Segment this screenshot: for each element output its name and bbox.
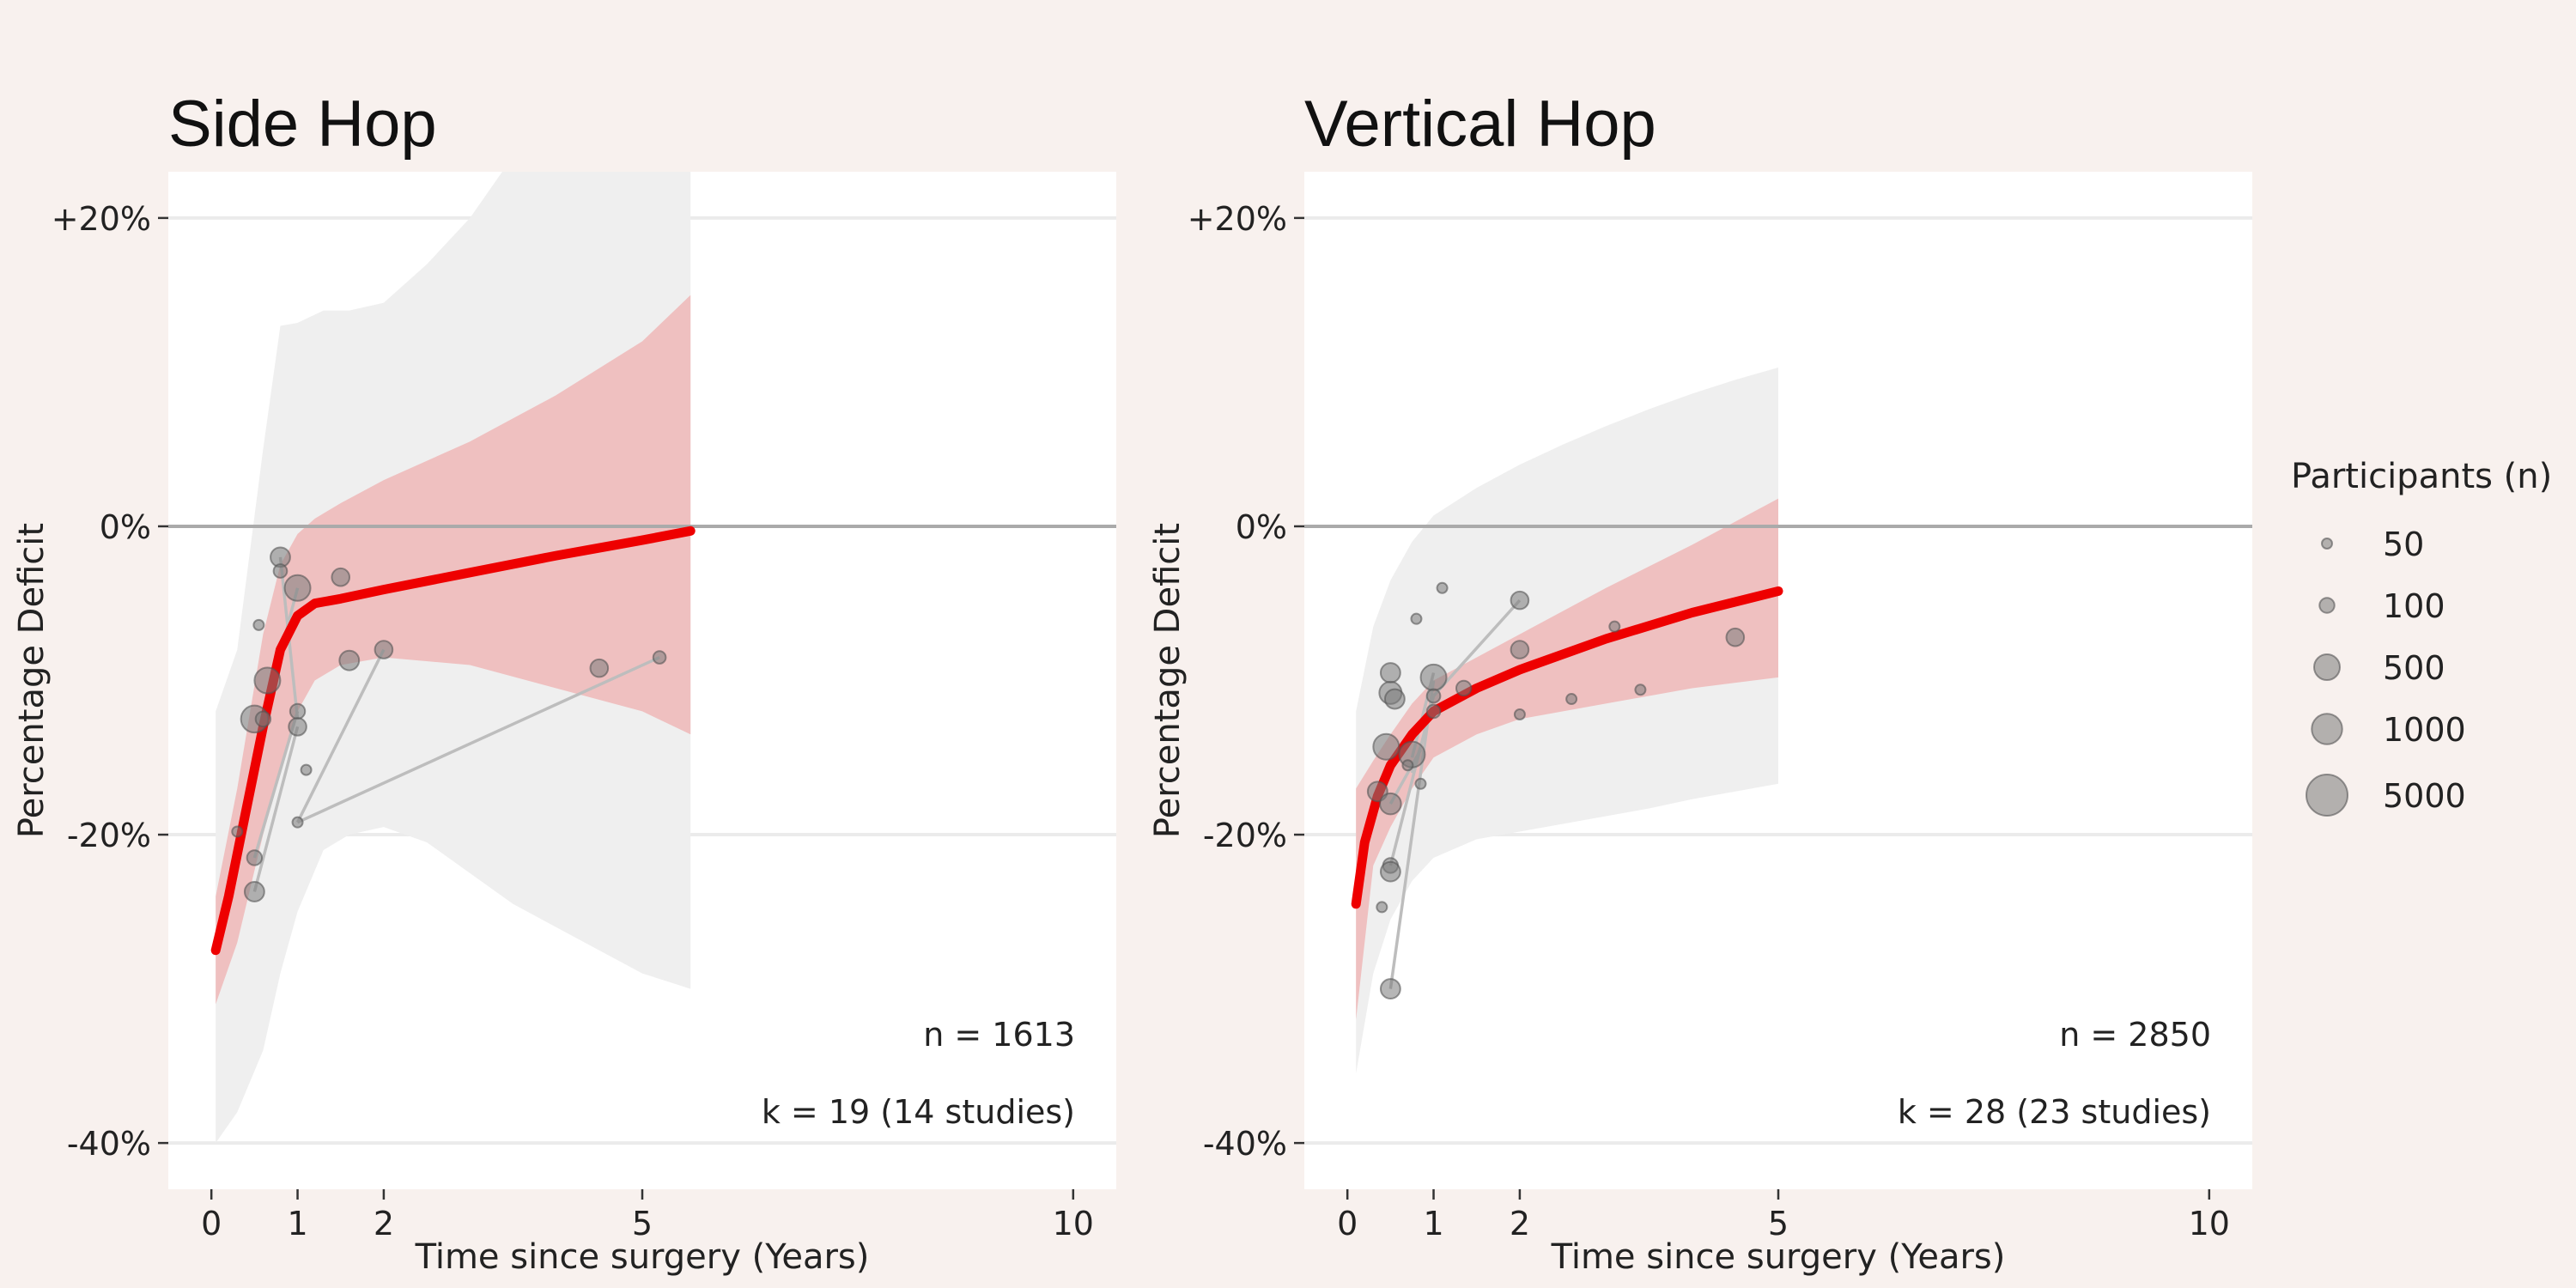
legend-label: 100 (2383, 587, 2445, 625)
legend-label: 5000 (2383, 777, 2466, 815)
data-point (252, 618, 265, 631)
data-point (1565, 693, 1578, 706)
data-point (1379, 978, 1401, 1000)
study-connector (252, 710, 300, 859)
x-tick-label: 0 (201, 1205, 222, 1242)
x-tick-label: 2 (1510, 1205, 1530, 1242)
data-point (288, 717, 307, 737)
sample-size-annotation: n = 2850 (2059, 1016, 2211, 1054)
x-axis-label: Time since surgery (Years) (1551, 1237, 2006, 1277)
confidence-band (1356, 498, 1778, 1020)
x-tick-label: 10 (1053, 1205, 1094, 1242)
x-tick-label: 2 (374, 1205, 394, 1242)
legend-label: 1000 (2383, 711, 2466, 749)
y-tick-label: +20% (52, 200, 151, 238)
plot-content (168, 172, 1116, 1144)
data-point (1436, 581, 1449, 594)
data-point (1513, 708, 1526, 720)
y-tick-label: 0% (1236, 508, 1287, 546)
x-axis-label: Time since surgery (Years) (415, 1237, 870, 1277)
legend-title: Participants (n) (2291, 457, 2552, 496)
data-point (1410, 612, 1423, 625)
data-point (1414, 777, 1427, 790)
sample-size-annotation: n = 1613 (923, 1016, 1075, 1054)
data-point (1379, 662, 1401, 683)
data-point (1401, 759, 1414, 772)
data-point (1608, 620, 1621, 633)
x-tick-label: 10 (2189, 1205, 2230, 1242)
prediction-band (1356, 368, 1778, 1074)
data-point (1376, 901, 1388, 914)
legend-label: 50 (2383, 526, 2424, 563)
data-point (652, 650, 667, 665)
y-axis-label: Percentage Deficit (1148, 523, 1188, 838)
data-point (1372, 732, 1400, 761)
legend-key (2306, 774, 2348, 817)
data-point (1425, 703, 1442, 720)
chart-panel-1: Vertical Hop +20% 0% -20% -40% 0 1 2 5 10 Time sin… (1148, 88, 2252, 1277)
study-connector (1432, 598, 1522, 697)
study-connector (1388, 680, 1436, 989)
study-connector (296, 655, 660, 824)
data-point (589, 658, 610, 678)
confidence-band (216, 295, 691, 1005)
data-point (253, 666, 282, 695)
study-connector (252, 726, 300, 892)
legend-key (2318, 597, 2336, 614)
data-point (231, 825, 244, 838)
y-tick-label: -40% (1203, 1125, 1287, 1163)
data-point (283, 574, 312, 602)
data-point (289, 702, 307, 720)
participants-legend: Participants (n) 50 100 500 1000 5000 (2291, 457, 2552, 817)
chart-panel-0: Side Hop +20% 0% -20% -40% 0 1 2 5 10 Time since s… (12, 88, 1116, 1277)
y-tick-label: 0% (100, 508, 151, 546)
plot-content (1304, 368, 2252, 1074)
data-point (1725, 627, 1746, 647)
data-point (272, 563, 289, 579)
y-tick-label: +20% (1188, 200, 1287, 238)
data-point (331, 567, 351, 587)
data-point (1419, 663, 1448, 691)
x-tick-label: 0 (1337, 1205, 1358, 1242)
data-point (300, 763, 313, 776)
legend-key (2321, 538, 2333, 550)
legend-key (2311, 713, 2343, 745)
data-point (1634, 683, 1647, 696)
x-tick-label: 5 (1768, 1205, 1789, 1242)
data-point (246, 849, 264, 866)
data-point (338, 649, 361, 671)
y-tick-label: -40% (67, 1125, 151, 1163)
data-point (1425, 688, 1442, 704)
data-point (1455, 679, 1473, 697)
data-point (254, 710, 272, 728)
x-tick-label: 5 (632, 1205, 653, 1242)
data-point (1510, 640, 1530, 659)
y-axis-label: Percentage Deficit (12, 523, 52, 838)
data-point (1379, 792, 1402, 816)
fit-line (210, 526, 696, 956)
data-point (1510, 590, 1530, 611)
y-tick-label: -20% (67, 817, 151, 854)
y-tick-label: -20% (1203, 817, 1287, 854)
data-point (291, 816, 304, 829)
data-point (1379, 860, 1401, 883)
x-tick-label: 1 (1423, 1205, 1443, 1242)
x-tick-label: 1 (287, 1205, 307, 1242)
study-connector (295, 648, 386, 823)
data-point (243, 881, 265, 902)
legend-label: 500 (2383, 649, 2445, 687)
chart-title: Side Hop (168, 88, 437, 161)
data-point (374, 640, 394, 659)
chart-title: Vertical Hop (1304, 88, 1656, 161)
data-point (1383, 688, 1406, 710)
legend-key (2313, 653, 2341, 681)
study-count-annotation: k = 19 (14 studies) (762, 1093, 1075, 1131)
study-count-annotation: k = 28 (23 studies) (1898, 1093, 2211, 1131)
